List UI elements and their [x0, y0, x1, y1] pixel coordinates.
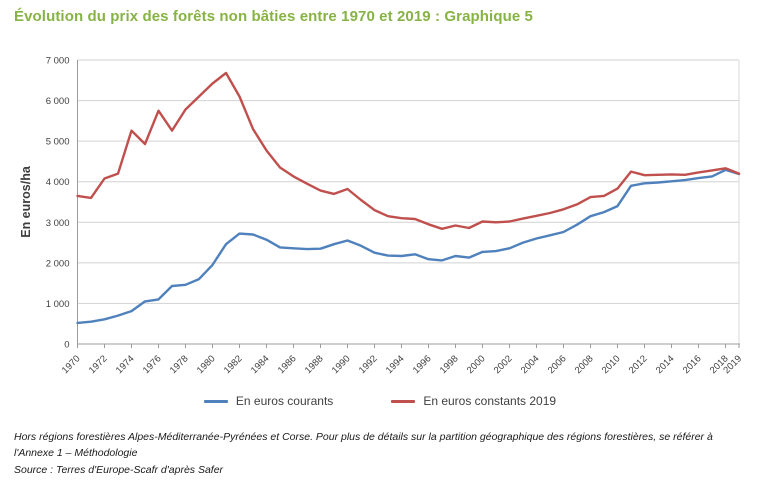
line-swatch-blue — [203, 399, 228, 403]
legend-item-euros-courants: En euros courants — [203, 394, 334, 408]
svg-text:1996: 1996 — [411, 353, 434, 376]
svg-text:6 000: 6 000 — [46, 96, 70, 107]
line-swatch-red — [391, 399, 416, 403]
svg-text:1974: 1974 — [114, 353, 137, 376]
svg-text:2006: 2006 — [546, 353, 569, 376]
chart-footnotes: Hors régions forestières Alpes-Méditerra… — [14, 429, 748, 478]
svg-text:1970: 1970 — [60, 353, 83, 376]
svg-text:5 000: 5 000 — [46, 137, 70, 148]
svg-text:1 000: 1 000 — [46, 299, 70, 310]
svg-text:2010: 2010 — [600, 353, 623, 376]
price-evolution-chart: 0 1 000 2 000 3 000 4 000 5 000 6 000 7 000 1970… — [19, 56, 744, 377]
svg-text:1982: 1982 — [222, 353, 245, 376]
legend-label: En euros courants — [235, 394, 334, 408]
methodology-note: Hors régions forestières Alpes-Méditerra… — [14, 431, 713, 460]
svg-text:1978: 1978 — [168, 353, 191, 376]
svg-text:1988: 1988 — [303, 353, 326, 376]
svg-text:En euros/ha: En euros/ha — [19, 165, 33, 238]
svg-text:7 000: 7 000 — [46, 56, 70, 67]
svg-text:1980: 1980 — [195, 353, 218, 376]
svg-text:3 000: 3 000 — [46, 218, 70, 229]
svg-text:0: 0 — [64, 340, 69, 351]
legend-item-euros-constants: En euros constants 2019 — [391, 394, 556, 408]
svg-text:1984: 1984 — [249, 353, 272, 376]
svg-text:2000: 2000 — [465, 353, 488, 376]
svg-text:2012: 2012 — [627, 353, 650, 376]
svg-text:1998: 1998 — [438, 353, 461, 376]
svg-text:1992: 1992 — [357, 353, 380, 376]
source-note: Source : Terres d'Europe-Scafr d'après S… — [14, 463, 224, 476]
svg-text:2014: 2014 — [654, 353, 677, 376]
chart-legend: En euros courants En euros constants 201… — [0, 394, 760, 408]
svg-text:4 000: 4 000 — [46, 177, 70, 188]
chart-title: Évolution du prix des forêts non bâties … — [14, 8, 534, 25]
svg-text:1990: 1990 — [330, 353, 353, 376]
svg-text:1976: 1976 — [141, 353, 164, 376]
svg-text:2 000: 2 000 — [46, 258, 70, 269]
svg-text:2002: 2002 — [492, 353, 515, 376]
legend-label: En euros constants 2019 — [423, 394, 557, 408]
svg-text:2008: 2008 — [573, 353, 596, 376]
svg-text:2004: 2004 — [519, 353, 542, 376]
svg-text:1972: 1972 — [87, 353, 110, 376]
svg-text:1994: 1994 — [384, 353, 407, 376]
svg-text:2016: 2016 — [681, 353, 704, 376]
svg-text:1986: 1986 — [276, 353, 299, 376]
